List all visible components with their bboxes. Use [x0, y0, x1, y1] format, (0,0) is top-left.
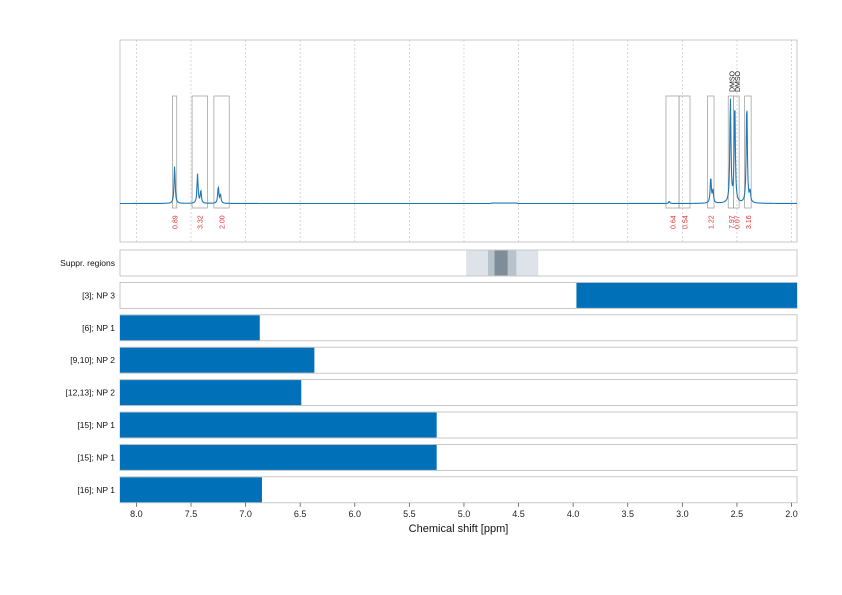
x-tick-label-7: 4.5: [512, 509, 525, 519]
solvent-label-0: DMSO: [729, 70, 736, 92]
x-tick-label-9: 3.5: [621, 509, 634, 519]
integration-label-7: 0.07: [734, 215, 741, 229]
x-tick-label-3: 6.5: [294, 509, 307, 519]
integration-box-2: [213, 95, 230, 209]
suppression-band-2: [494, 250, 508, 276]
suppression-label: Suppr. regions: [60, 258, 115, 268]
range-bar-1: [120, 315, 260, 341]
integration-label-2: 2.00: [220, 215, 227, 229]
range-bar-5: [120, 444, 437, 470]
integration-box-4: [678, 95, 691, 209]
spectrum-panel: 0.89 3.32 2.00 0.64 0.54 1.22 7.970.07 3.16 DMSO…: [119, 39, 798, 243]
integration-label-8: 3.16: [746, 215, 753, 229]
integration-label-1: 3.32: [198, 215, 205, 229]
integration-label-3: 0.64: [671, 215, 678, 229]
x-tick-label-6: 5.0: [458, 509, 471, 519]
range-bar-4: [120, 412, 437, 438]
solvent-label-1: DMSO: [735, 70, 742, 92]
integration-label-5: 1.22: [709, 215, 716, 229]
integration-label-0: 0.89: [173, 215, 180, 229]
range-label-0: [3]; NP 3: [82, 290, 115, 300]
range-label-2: [9,10]; NP 2: [70, 355, 115, 365]
range-label-5: [15]; NP 1: [77, 452, 115, 462]
x-tick-label-1: 7.5: [185, 509, 198, 519]
suppression-row: [119, 249, 798, 277]
range-bar-0: [576, 282, 797, 308]
x-tick-label-8: 4.0: [567, 509, 580, 519]
integration-box-5: [707, 95, 715, 209]
x-tick-label-2: 7.0: [239, 509, 252, 519]
range-label-6: [16]; NP 1: [77, 485, 115, 495]
integration-box-1: [191, 95, 208, 209]
range-bar-2: [120, 347, 315, 373]
x-tick-label-4: 6.0: [349, 509, 362, 519]
spectrum-frame: [119, 39, 798, 243]
integration-box-8: [744, 95, 752, 209]
x-tick-label-5: 5.5: [403, 509, 416, 519]
integration-label-6: 7.97: [729, 215, 736, 229]
integration-box-0: [172, 95, 178, 209]
range-bar-3: [120, 380, 302, 406]
x-tick-label-10: 3.0: [676, 509, 689, 519]
x-tick-label-0: 8.0: [130, 509, 143, 519]
range-rows: Suppr. regions [3]; NP 3 [6]; NP 1 [9,10]; …: [60, 249, 798, 504]
x-axis-title: Chemical shift [ppm]: [409, 523, 509, 535]
x-axis: 8.0 7.5 7.0 6.5 6.0 5.5 5.0 4.5 4.0 3.5 3.0 2.5 2.0: [130, 502, 798, 519]
x-tick-label-11: 2.5: [731, 509, 744, 519]
integration-label-4: 0.54: [683, 215, 690, 229]
range-label-4: [15]; NP 1: [77, 420, 115, 430]
x-tick-label-12: 2.0: [785, 509, 798, 519]
range-label-3: [12,13]; NP 2: [66, 388, 116, 398]
spectrum-line: [120, 98, 797, 205]
range-bar-6: [120, 477, 262, 503]
range-label-1: [6]; NP 1: [82, 323, 115, 333]
